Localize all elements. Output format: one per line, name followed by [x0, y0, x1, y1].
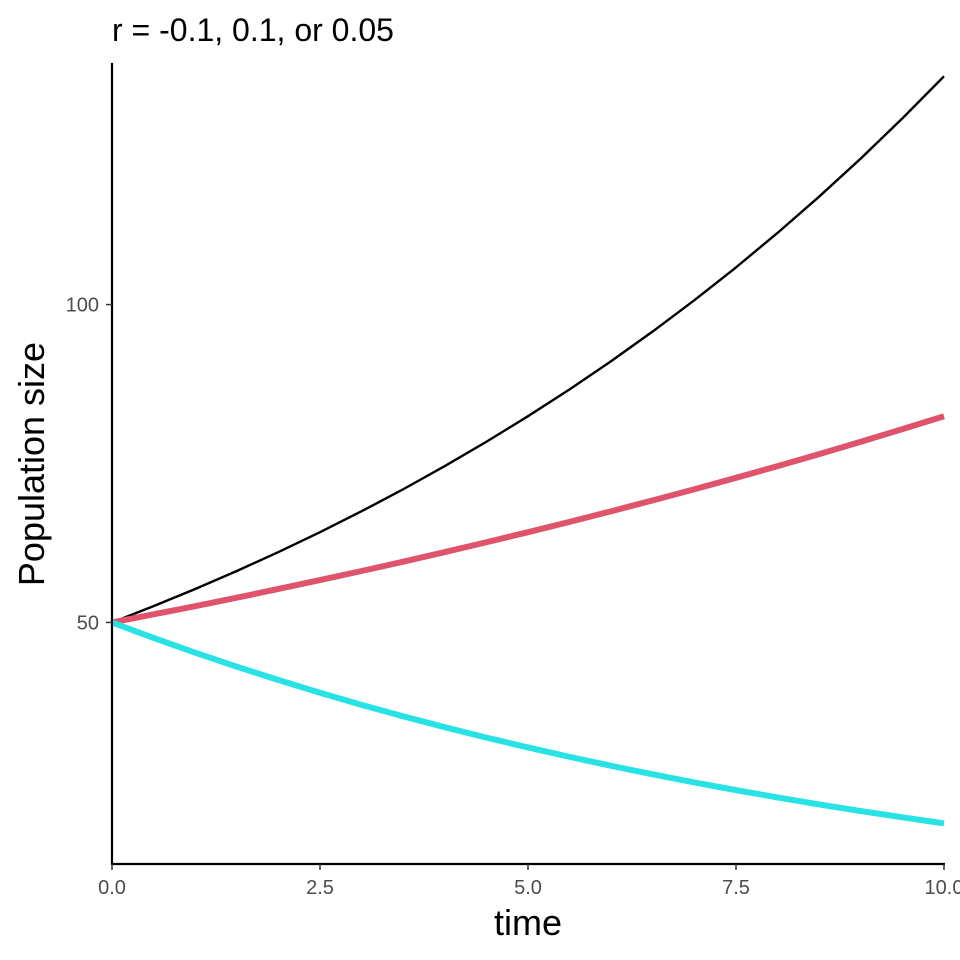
series-lines — [110, 75, 945, 827]
x-axis-ticks: 0.0 2.5 5.0 7.5 10.0 — [98, 864, 960, 899]
chart-title: r = -0.1, 0.1, or 0.05 — [112, 12, 394, 48]
y-axis-label: Population size — [11, 342, 52, 586]
x-tick-label: 0.0 — [98, 877, 126, 899]
x-tick-label: 7.5 — [722, 877, 750, 899]
x-tick-label: 10.0 — [925, 877, 960, 899]
x-tick-label: 2.5 — [306, 877, 334, 899]
series-line-3 — [110, 619, 945, 827]
x-axis-label: time — [494, 902, 562, 943]
x-tick-label: 5.0 — [514, 877, 542, 899]
y-axis-ticks: 50 100 — [66, 295, 112, 634]
series-line-2 — [111, 413, 945, 626]
y-tick-label: 50 — [77, 612, 99, 634]
y-tick-label: 100 — [66, 295, 99, 317]
series-line-1 — [111, 75, 945, 624]
